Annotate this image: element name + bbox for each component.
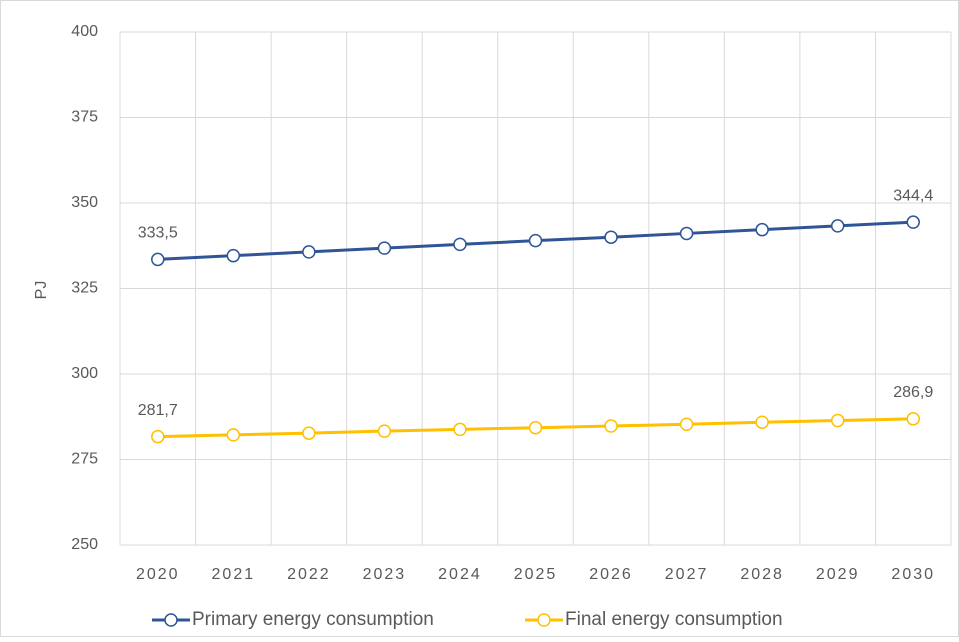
- data-label: 344,4: [893, 187, 933, 204]
- point-marker: [906, 215, 920, 229]
- point-marker: [830, 413, 845, 428]
- y-tick-label: 400: [71, 23, 98, 40]
- y-tick-label: 325: [71, 280, 98, 297]
- x-tick-label: 2021: [212, 566, 256, 583]
- legend-label: Final energy consumption: [565, 609, 783, 630]
- legend-marker: [164, 613, 178, 627]
- point-marker: [604, 230, 618, 244]
- y-tick-label: 300: [71, 365, 98, 382]
- point-marker: [151, 252, 165, 267]
- point-marker: [377, 241, 392, 255]
- point-marker: [226, 248, 241, 263]
- legend-label: Primary energy consumption: [192, 609, 434, 630]
- point-marker: [755, 222, 769, 237]
- point-marker: [377, 424, 392, 438]
- point-marker: [226, 428, 241, 442]
- y-tick-label: 275: [71, 451, 98, 468]
- y-tick-label: 350: [71, 194, 98, 211]
- point-marker: [906, 412, 920, 426]
- point-marker: [755, 415, 769, 429]
- data-label: 281,7: [138, 402, 178, 419]
- point-marker: [453, 237, 467, 252]
- point-marker: [604, 419, 618, 433]
- point-marker: [302, 426, 316, 440]
- point-marker: [679, 417, 694, 432]
- point-marker: [453, 422, 467, 437]
- legend-marker: [537, 613, 551, 627]
- y-axis-label: PJ: [33, 281, 50, 300]
- point-marker: [830, 219, 845, 233]
- point-marker: [679, 226, 694, 241]
- x-tick-label: 2026: [589, 566, 633, 583]
- x-tick-label: 2029: [816, 566, 860, 583]
- x-tick-label: 2028: [740, 566, 784, 583]
- x-tick-label: 2020: [136, 566, 180, 583]
- point-marker: [302, 245, 316, 259]
- y-tick-label: 250: [71, 536, 98, 553]
- x-tick-label: 2030: [891, 566, 935, 583]
- point-marker: [528, 233, 543, 248]
- x-tick-label: 2025: [514, 566, 558, 583]
- x-tick-label: 2023: [363, 566, 407, 583]
- x-tick-label: 2027: [665, 566, 709, 583]
- data-label: 333,5: [138, 225, 178, 242]
- point-marker: [151, 429, 165, 444]
- y-tick-label: 375: [71, 109, 98, 126]
- x-tick-label: 2022: [287, 566, 331, 583]
- x-tick-label: 2024: [438, 566, 482, 583]
- data-label: 286,9: [893, 384, 933, 401]
- point-marker: [528, 420, 543, 435]
